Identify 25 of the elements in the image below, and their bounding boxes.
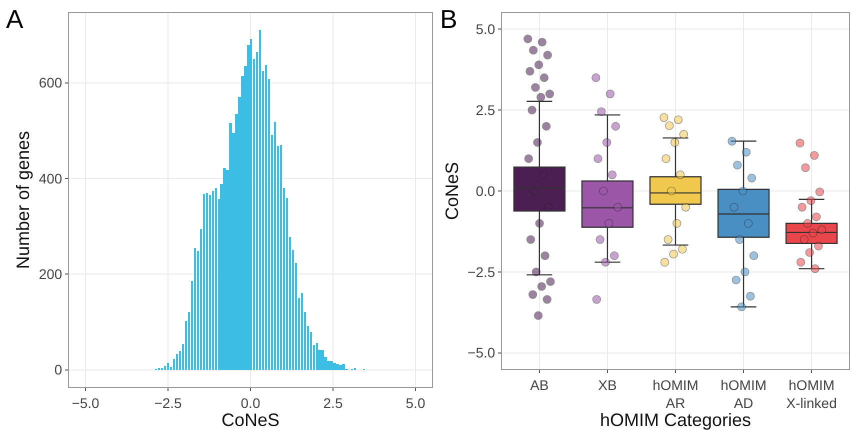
y-axis-title: CoNeS [442, 162, 462, 220]
chart-title: A [6, 4, 24, 34]
y-tick-label: 200 [38, 266, 62, 282]
y-tick-label: 600 [38, 74, 62, 91]
x-tick-label: 2.5 [323, 394, 343, 411]
x-tick-label: XB [598, 376, 617, 393]
chart-title: B [440, 4, 458, 34]
y-axis-title: Number of genes [13, 130, 34, 270]
x-tick-label: −5.0 [72, 394, 100, 411]
y-tick-label: 0 [54, 362, 62, 378]
y-tick-label: 5.0 [476, 21, 496, 38]
y-tick-label: 400 [38, 170, 62, 186]
y-tick-label: −5.0 [468, 344, 496, 361]
x-axis-title: CoNeS [221, 410, 280, 430]
x-tick-label: hOMIM AR [652, 376, 698, 411]
y-tick-label: 0.0 [476, 182, 496, 199]
x-tick-label: 5.0 [406, 394, 426, 411]
x-tick-label: −2.5 [154, 394, 182, 411]
x-tick-label: AB [530, 376, 549, 393]
x-tick-label: hOMIM AD [720, 376, 766, 411]
x-tick-label: hOMIM X-linked [786, 376, 837, 411]
x-tick-label: 0.0 [240, 394, 260, 411]
x-axis-title: hOMIM Categories [600, 410, 752, 430]
y-tick-label: 2.5 [476, 102, 496, 118]
y-tick-label: −2.5 [468, 264, 496, 280]
